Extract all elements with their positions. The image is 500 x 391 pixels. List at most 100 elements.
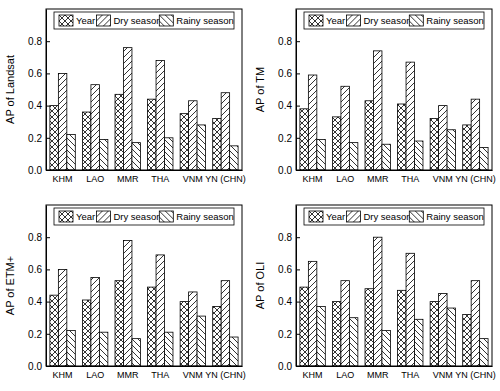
plot-area: 0.00.20.40.60.8KHMLAOMMRTHAVNMYN (CHN)Ye… [28, 205, 246, 380]
tick: KHM [53, 170, 73, 184]
tick-label: 0.0 [278, 361, 292, 372]
tick-label: 0.4 [278, 296, 292, 307]
panel: 0.00.20.40.60.8KHMLAOMMRTHAVNMYN (CHN)Ye… [254, 205, 496, 380]
legend-swatch [96, 211, 110, 222]
legend-entry: Dry season [346, 15, 411, 26]
legend-label: Dry season [113, 211, 161, 222]
legend-entry: Dry season [96, 15, 161, 26]
tick-label: YN (CHN) [455, 174, 496, 184]
bar [123, 240, 131, 366]
legend: YearDry seasonRainy season [304, 12, 484, 29]
legend: YearDry seasonRainy season [54, 12, 234, 29]
bar [308, 261, 316, 366]
tick: 0.8 [28, 36, 50, 47]
tick-label: LAO [86, 174, 104, 184]
plot-area: 0.00.20.40.60.8KHMLAOMMRTHAVNMYN (CHN)Ye… [278, 9, 496, 184]
bar [447, 308, 455, 366]
tick: LAO [336, 366, 354, 380]
tick-label: THA [401, 370, 419, 380]
bar [230, 146, 238, 170]
tick-label: 0.6 [278, 68, 292, 79]
tick-label: VNM [433, 174, 453, 184]
bar [165, 138, 173, 170]
bar [213, 306, 221, 366]
bar [230, 337, 238, 366]
bar [99, 139, 107, 170]
tick-label: THA [401, 174, 419, 184]
x-axis: KHMLAOMMRTHAVNMYN (CHN) [47, 366, 246, 380]
axis-line [297, 366, 493, 367]
tick-mark [296, 302, 300, 303]
tick-label: 0.0 [278, 165, 292, 176]
tick-mark [46, 138, 50, 139]
bar [115, 94, 123, 170]
bar [221, 281, 229, 366]
bar [300, 109, 308, 170]
tick-mark [46, 106, 50, 107]
y-axis: 0.00.20.40.60.8 [28, 10, 50, 176]
bar [221, 93, 229, 170]
bar [99, 332, 107, 366]
tick-mark [46, 237, 50, 238]
tick-mark [296, 138, 300, 139]
tick: 0.6 [278, 68, 300, 79]
tick-label: 0.8 [278, 232, 292, 243]
tick: 0.8 [278, 232, 300, 243]
tick-label: 0.8 [28, 36, 42, 47]
x-axis: KHMLAOMMRTHAVNMYN (CHN) [47, 170, 246, 184]
tick: MMR [367, 170, 389, 184]
legend-swatch [346, 15, 360, 26]
plot-area: 0.00.20.40.60.8KHMLAOMMRTHAVNMYN (CHN)Ye… [278, 205, 496, 380]
tick: LAO [336, 170, 354, 184]
bar [341, 281, 349, 366]
legend-entry: Year [59, 211, 95, 222]
tick-label: 0.8 [278, 36, 292, 47]
tick-mark [296, 106, 300, 107]
bars [50, 48, 238, 170]
tick-label: KHM [303, 370, 323, 380]
axis-title: AP of ETM+ [4, 256, 16, 315]
tick-label: KHM [53, 174, 73, 184]
bar [382, 331, 390, 366]
bar [132, 339, 140, 366]
bar [439, 106, 447, 170]
tick-label: KHM [303, 174, 323, 184]
bar [415, 141, 423, 170]
axis-title: AP of OLI [254, 262, 266, 310]
bar [471, 99, 479, 170]
legend-label: Rainy season [176, 211, 234, 222]
legend-entry: Rainy season [409, 211, 484, 222]
bar [67, 331, 75, 366]
y-axis: 0.00.20.40.60.8 [278, 10, 300, 176]
legend-swatch [96, 15, 110, 26]
tick: VNM [433, 170, 453, 184]
y-axis: 0.00.20.40.60.8 [278, 206, 300, 372]
tick: 0.4 [28, 296, 50, 307]
legend-swatch [159, 211, 173, 222]
tick-label: LAO [336, 174, 354, 184]
tick: YN (CHN) [455, 170, 496, 184]
bar [332, 117, 340, 170]
bars [50, 240, 238, 366]
tick-label: YN (CHN) [205, 370, 246, 380]
bar [406, 62, 414, 170]
tick: KHM [303, 170, 323, 184]
legend-swatch [159, 15, 173, 26]
tick-label: MMR [367, 174, 389, 184]
tick-label: VNM [433, 370, 453, 380]
bar [406, 253, 414, 366]
bar [91, 85, 99, 170]
legend-label: Dry season [363, 15, 411, 26]
legend-entry: Year [309, 211, 345, 222]
bar [447, 130, 455, 170]
bar [365, 289, 373, 366]
x-axis: KHMLAOMMRTHAVNMYN (CHN) [297, 366, 496, 380]
tick: VNM [183, 366, 203, 380]
tick-mark [296, 334, 300, 335]
bar [349, 143, 357, 170]
axis-line [296, 10, 297, 171]
bar [58, 73, 66, 170]
bar [398, 290, 406, 366]
axis-line [297, 170, 493, 171]
legend: Year Dry season Rainy season [54, 208, 234, 225]
